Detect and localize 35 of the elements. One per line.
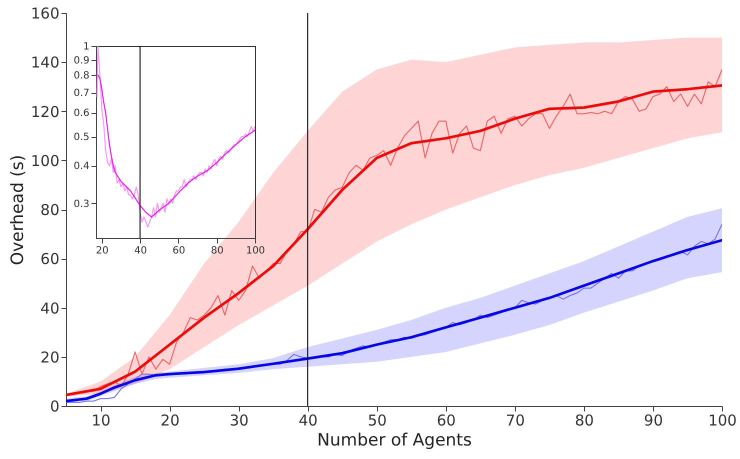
- y-tick-label: 40: [40, 299, 60, 318]
- y-tick-label: 0.5: [74, 132, 90, 144]
- y-axis-title: Overhead (s): [8, 154, 28, 266]
- y-tick-label: 120: [30, 102, 60, 121]
- x-tick-label: 30: [230, 412, 249, 430]
- x-tick-label: 40: [134, 246, 147, 256]
- y-tick-label: 80: [40, 201, 60, 219]
- y-tick-label: 140: [30, 54, 60, 72]
- x-tick-label: 100: [246, 246, 266, 256]
- y-tick-label: 0.8: [74, 70, 90, 82]
- y-tick-label: 100: [30, 152, 60, 170]
- x-tick-label: 60: [172, 246, 186, 256]
- y-tick-label: 0.9: [74, 55, 90, 66]
- y-tick-label: 0.4: [74, 161, 90, 172]
- x-tick-label: 100: [708, 412, 737, 430]
- x-tick-label: 50: [368, 412, 387, 430]
- x-axis-title: Number of Agents: [317, 430, 472, 450]
- x-tick-label: 80: [574, 412, 594, 430]
- y-tick-label: 0.3: [74, 198, 90, 210]
- x-tick-label: 20: [160, 412, 180, 430]
- line-series: [97, 74, 255, 218]
- x-tick-label: 90: [644, 412, 663, 430]
- x-tick-label: 20: [96, 246, 109, 256]
- y-tick-label: 160: [30, 4, 60, 22]
- y-tick-label: 0: [50, 398, 60, 416]
- x-tick-label: 40: [298, 412, 318, 430]
- y-tick-label: 1: [83, 42, 90, 52]
- x-tick-label: 60: [436, 412, 456, 430]
- x-tick-label: 10: [91, 412, 111, 430]
- x-tick-label: 80: [210, 246, 224, 256]
- line-series: [96, 46, 255, 228]
- y-tick-label: 0.6: [74, 108, 90, 120]
- x-tick-label: 70: [506, 412, 525, 430]
- y-tick-label: 20: [40, 348, 60, 366]
- y-tick-label: 0.7: [74, 88, 90, 100]
